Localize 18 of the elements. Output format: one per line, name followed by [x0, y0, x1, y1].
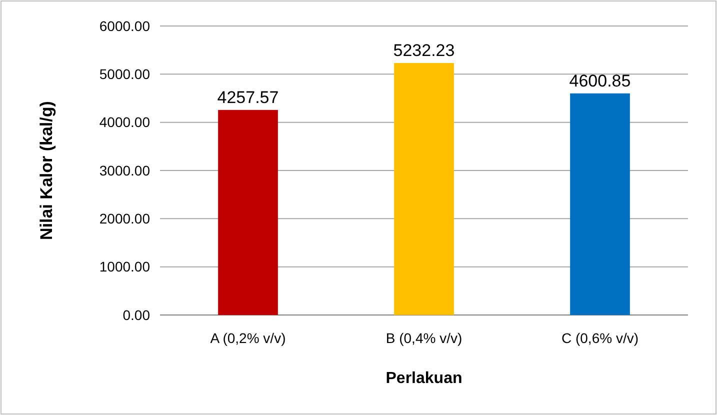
y-tick-label: 0.00	[122, 306, 150, 323]
data-label: 4600.85	[569, 71, 631, 90]
x-tick-label: A (0,2% v/v)	[210, 330, 286, 346]
bar	[570, 93, 630, 315]
y-tick-label: 4000.00	[99, 114, 150, 130]
x-tick-label: C (0,6% v/v)	[561, 330, 639, 346]
bar	[394, 62, 454, 315]
data-label: 4257.57	[217, 88, 279, 107]
bar	[218, 110, 278, 315]
y-tick-label: 2000.00	[99, 210, 150, 227]
x-tick-label: B (0,4% v/v)	[386, 330, 462, 346]
y-tick-label: 5000.00	[99, 66, 150, 82]
y-tick-label: 3000.00	[99, 162, 150, 178]
data-label: 5232.23	[393, 40, 455, 60]
y-tick-label: 1000.00	[99, 258, 150, 275]
x-axis-title: Perlakuan	[386, 370, 462, 387]
y-tick-label: 6000.00	[99, 18, 150, 34]
y-axis-title: Nilai Kalor (kal/g)	[37, 101, 56, 240]
